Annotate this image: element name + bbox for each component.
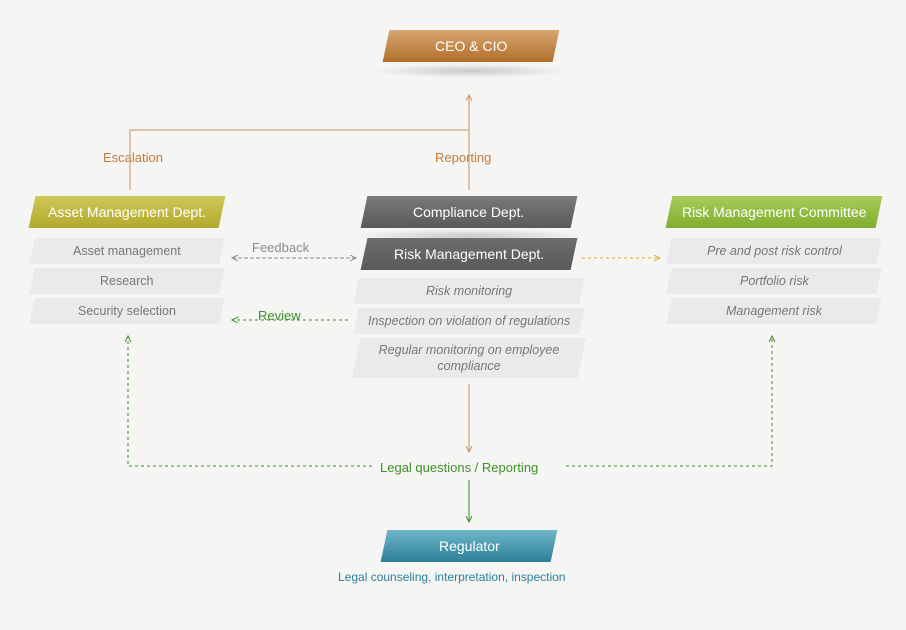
node-amd-label: Asset Management Dept.: [48, 196, 206, 228]
shadow: [370, 64, 570, 78]
node-ceo: CEO & CIO: [383, 30, 560, 62]
node-ceo-label: CEO & CIO: [435, 30, 507, 62]
node-rmc: Risk Management Committee: [666, 196, 883, 228]
label-escalation: Escalation: [103, 150, 163, 165]
rmc-item-2: Management risk: [666, 298, 882, 324]
node-cd-label: Compliance Dept.: [413, 196, 524, 228]
node-cd: Compliance Dept.: [361, 196, 578, 228]
label-reporting: Reporting: [435, 150, 491, 165]
amd-item-1: Research: [29, 268, 225, 294]
label-legal-counseling: Legal counseling, interpretation, inspec…: [338, 570, 565, 584]
amd-item-2: Security selection: [29, 298, 225, 324]
label-legal-questions: Legal questions / Reporting: [380, 460, 538, 475]
cd-item-1: Inspection on violation of regulations: [353, 308, 585, 334]
node-regulator-label: Regulator: [439, 530, 500, 562]
node-rmd: Risk Management Dept.: [361, 238, 578, 270]
amd-item-0: Asset management: [29, 238, 225, 264]
label-feedback: Feedback: [252, 240, 309, 255]
cd-item-0: Risk monitoring: [353, 278, 585, 304]
rmc-item-1: Portfolio risk: [666, 268, 882, 294]
node-rmd-label: Risk Management Dept.: [394, 238, 544, 270]
node-regulator: Regulator: [381, 530, 558, 562]
cd-item-2: Regular monitoring on employee complianc…: [352, 338, 587, 378]
node-amd: Asset Management Dept.: [29, 196, 226, 228]
rmc-item-0: Pre and post risk control: [666, 238, 882, 264]
node-rmc-label: Risk Management Committee: [682, 196, 866, 228]
label-review: Review: [258, 308, 301, 323]
